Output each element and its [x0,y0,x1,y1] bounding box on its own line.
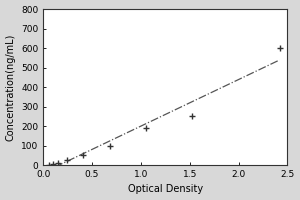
X-axis label: Optical Density: Optical Density [128,184,203,194]
Y-axis label: Concentration(ng/mL): Concentration(ng/mL) [6,33,16,141]
